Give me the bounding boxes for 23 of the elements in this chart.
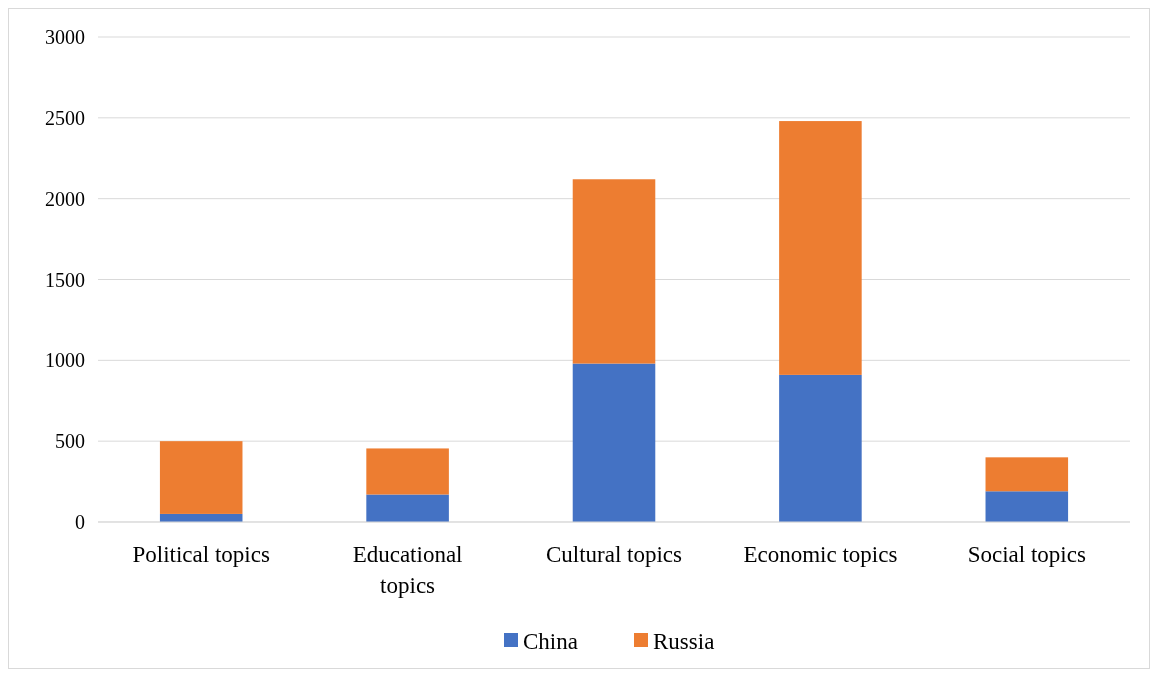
y-tick-label: 1500 — [45, 268, 85, 291]
x-tick-label: Political topics — [132, 542, 270, 567]
bar — [985, 457, 1069, 492]
y-tick-label: 1000 — [45, 349, 85, 372]
x-tick-label: Cultural topics — [545, 542, 683, 567]
y-tick-label: 2000 — [45, 187, 85, 210]
bar — [572, 179, 656, 364]
bar — [366, 494, 449, 522]
bar — [366, 448, 449, 495]
bar — [572, 363, 656, 522]
bar — [159, 441, 243, 514]
y-tick-label: 500 — [55, 430, 85, 453]
legend-label: Russia — [653, 629, 715, 655]
x-tick-label: Social topics — [967, 542, 1086, 567]
x-tick-label: Educational topics — [352, 542, 463, 598]
y-tick-label: 2500 — [45, 106, 85, 129]
y-tick-label: 3000 — [45, 26, 85, 48]
x-tick-label: Economic topics — [743, 542, 898, 567]
bar — [779, 374, 862, 522]
bar — [985, 491, 1069, 522]
y-tick-label: 0 — [75, 511, 85, 533]
legend-label: China — [523, 629, 578, 655]
bar — [779, 121, 862, 375]
